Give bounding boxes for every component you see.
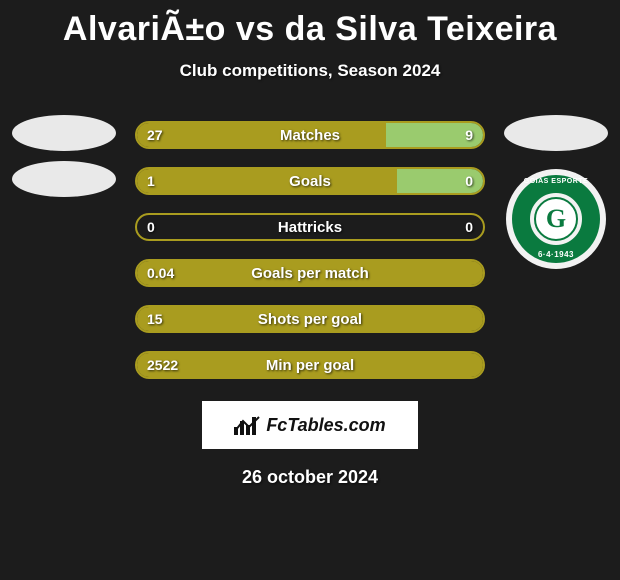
footer-date: 26 october 2024 <box>0 467 620 488</box>
placeholder-logo <box>504 115 608 151</box>
badge-center: G <box>534 197 578 241</box>
stat-label: Goals <box>137 173 483 190</box>
placeholder-logo <box>12 115 116 151</box>
page-subtitle: Club competitions, Season 2024 <box>0 61 620 81</box>
stat-row: 27Matches9 <box>135 121 485 149</box>
left-team-logo-area <box>8 105 120 207</box>
stat-row: 1Goals0 <box>135 167 485 195</box>
stats-comparison: 27Matches91Goals00Hattricks00.04Goals pe… <box>135 121 485 379</box>
right-team-logo-area: GOIÁS ESPORTE G 6·4·1943 <box>500 105 612 269</box>
badge-top-text: GOIÁS ESPORTE <box>524 178 588 185</box>
right-team-badge: GOIÁS ESPORTE G 6·4·1943 <box>506 169 606 269</box>
stat-row: 15Shots per goal <box>135 305 485 333</box>
stat-label: Shots per goal <box>137 311 483 328</box>
stat-label: Hattricks <box>137 219 483 236</box>
badge-letter: G <box>546 209 566 230</box>
stat-label: Min per goal <box>137 357 483 374</box>
stat-label: Goals per match <box>137 265 483 282</box>
stat-row: 2522Min per goal <box>135 351 485 379</box>
fctables-badge[interactable]: FcTables.com <box>202 401 418 449</box>
stat-label: Matches <box>137 127 483 144</box>
stat-row: 0Hattricks0 <box>135 213 485 241</box>
stat-row: 0.04Goals per match <box>135 259 485 287</box>
page-title: AlvariÃ±o vs da Silva Teixeira <box>0 0 620 49</box>
stat-value-right: 0 <box>465 219 473 235</box>
stat-value-right: 9 <box>465 127 473 143</box>
stat-value-right: 0 <box>465 173 473 189</box>
fctables-label: FcTables.com <box>266 415 385 436</box>
placeholder-logo <box>12 161 116 197</box>
fctables-icon <box>234 415 260 435</box>
badge-bottom-text: 6·4·1943 <box>538 250 574 259</box>
